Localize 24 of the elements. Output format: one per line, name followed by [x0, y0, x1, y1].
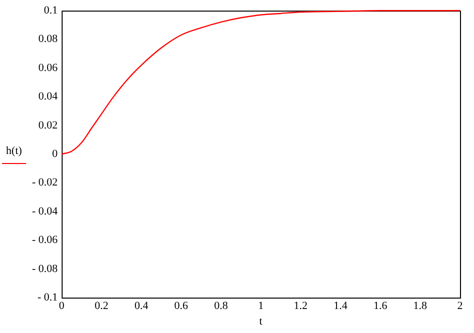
y-tick-label: - 0.1 — [37, 291, 58, 304]
y-tick-label: 0.02 — [38, 119, 58, 132]
x-tick-label: 1.8 — [413, 300, 428, 312]
x-tick-label: 1.4 — [334, 300, 348, 312]
y-tick-label: - 0.04 — [32, 205, 58, 218]
y-tick-label: 0 — [52, 148, 58, 160]
x-tick-label: 0.4 — [134, 300, 149, 312]
x-tick-label: 1 — [258, 300, 264, 312]
y-tick-label: - 0.02 — [32, 176, 58, 189]
x-tick-label: 0.6 — [174, 300, 189, 312]
text: h(t) — [6, 145, 22, 157]
x-tick-label: 1.2 — [294, 300, 308, 312]
y-tick-label: - 0.06 — [32, 234, 58, 246]
line-series — [61, 10, 461, 155]
y-tick-label: 0.06 — [38, 62, 58, 74]
y-tick-label: 0.04 — [38, 90, 58, 103]
y-tick-label: 0.1 — [44, 4, 58, 16]
x-tick-label: 0.2 — [94, 300, 108, 312]
y-tick-label: 0.08 — [38, 33, 58, 46]
x-axis-title: t — [259, 315, 262, 328]
x-tick-label: 0.8 — [214, 300, 228, 312]
x-tick-label: 1.6 — [373, 300, 388, 312]
x-tick-label: 2 — [457, 300, 463, 312]
y-tick-label: - 0.08 — [32, 262, 58, 275]
